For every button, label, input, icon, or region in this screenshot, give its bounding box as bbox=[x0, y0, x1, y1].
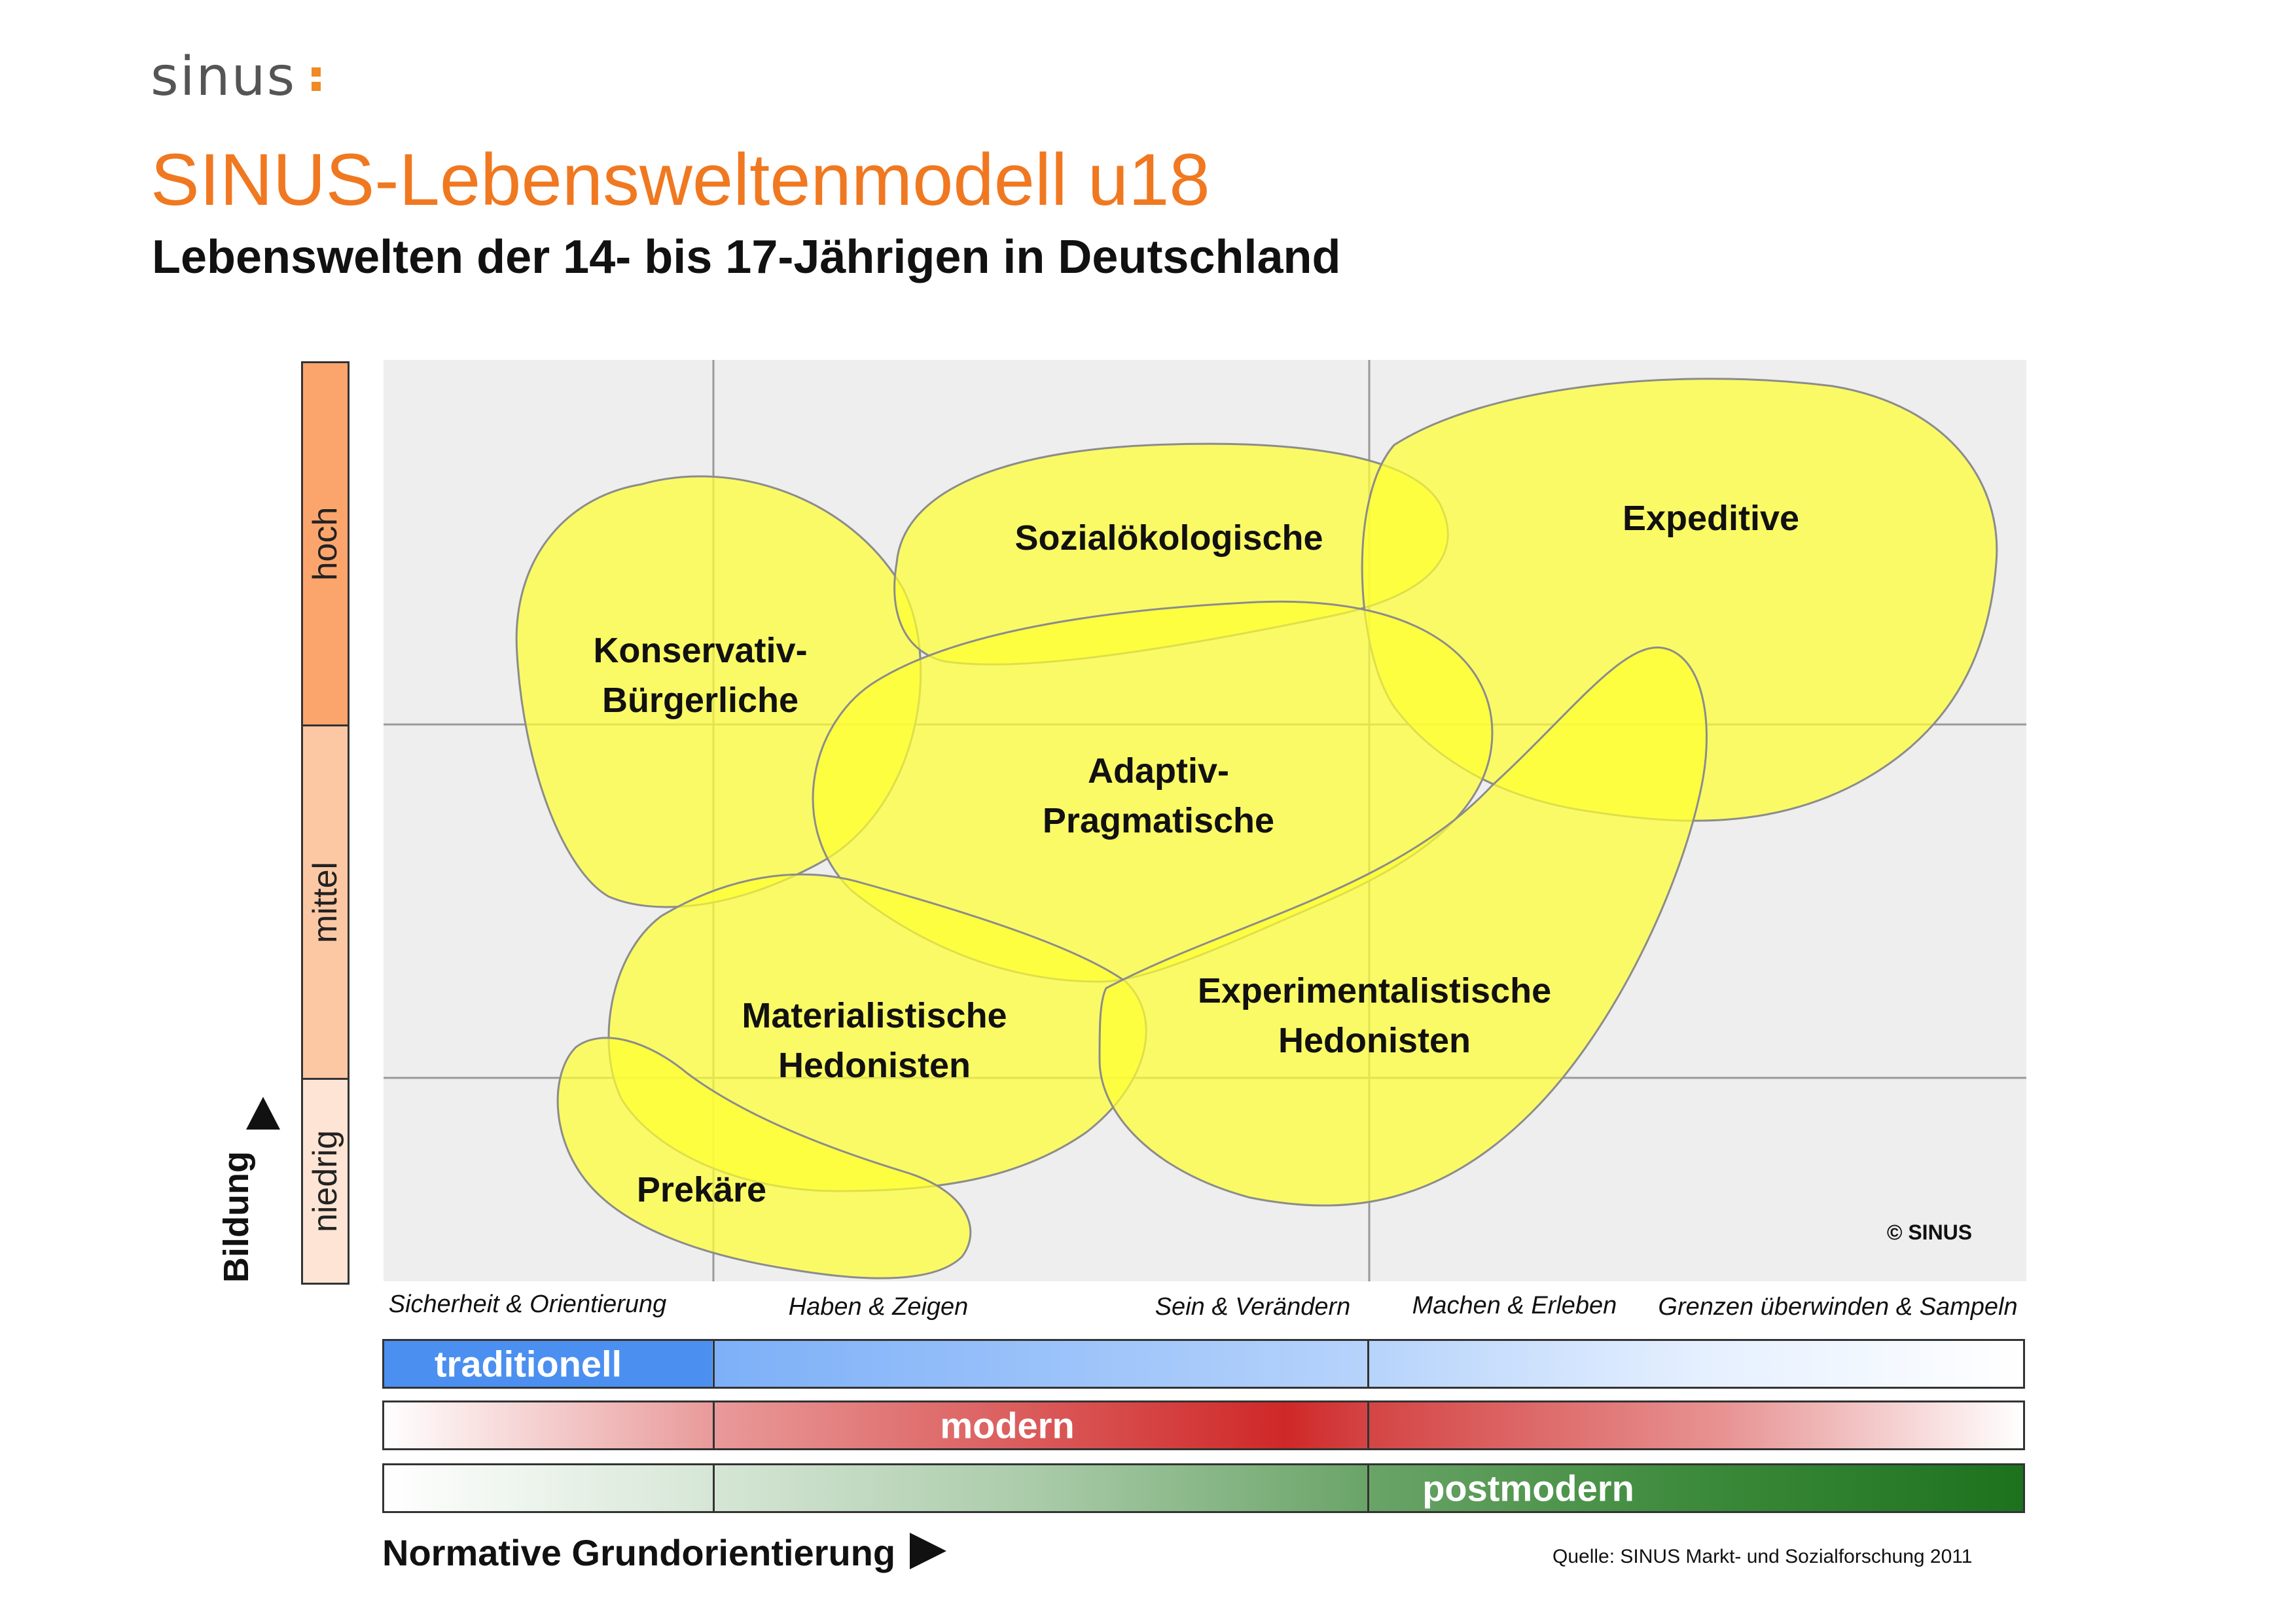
milieu-label-konservativ-1: Konservativ- bbox=[593, 631, 807, 670]
bar-traditionell: traditionell bbox=[382, 1339, 2025, 1389]
orientation-label: Haben & Zeigen bbox=[788, 1293, 969, 1321]
milieu-label-experimentalistische-1: Experimentalistische bbox=[1198, 971, 1551, 1010]
bar-label-postmodern: postmodern bbox=[1422, 1467, 1634, 1509]
bildung-arrow-icon bbox=[246, 1097, 280, 1130]
x-axis-arrow-icon bbox=[910, 1533, 946, 1569]
milieu-label-expeditive: Expeditive bbox=[1623, 499, 1799, 538]
milieu-label-sozialoekologische: Sozialökologische bbox=[1014, 518, 1323, 558]
sinus-logo: sinus bbox=[151, 46, 321, 108]
bar-postmodern: postmodern bbox=[382, 1463, 2025, 1513]
orientation-label: Sein & Verändern bbox=[1155, 1293, 1351, 1321]
bildung-level-mittel: mittel bbox=[301, 724, 350, 1080]
milieu-label-materialistische-1: Materialistische bbox=[742, 996, 1007, 1035]
milieu-label-adaptiv-2: Pragmatische bbox=[1043, 801, 1274, 840]
logo-text: sinus bbox=[151, 46, 296, 108]
bar-label-modern: modern bbox=[940, 1404, 1075, 1446]
milieu-label-experimentalistische-2: Hedonisten bbox=[1278, 1021, 1471, 1060]
source-note: Quelle: SINUS Markt- und Sozialforschung… bbox=[1552, 1546, 1973, 1567]
milieu-label-konservativ-2: Bürgerliche bbox=[602, 681, 798, 720]
milieu-label-adaptiv-1: Adaptiv- bbox=[1088, 751, 1229, 791]
orientation-label: Machen & Erleben bbox=[1412, 1292, 1617, 1319]
logo-dots-icon bbox=[312, 67, 321, 96]
bar-modern: modern bbox=[382, 1400, 2025, 1450]
orientation-label: Grenzen überwinden & Sampeln bbox=[1658, 1293, 2018, 1321]
bar-label-traditionell: traditionell bbox=[434, 1343, 622, 1385]
bildung-level-hoch: hoch bbox=[301, 361, 350, 726]
page-title: SINUS-Lebensweltenmodell u18 bbox=[151, 139, 1210, 221]
milieu-label-materialistische-2: Hedonisten bbox=[778, 1046, 971, 1085]
bildung-level-niedrig: niedrig bbox=[301, 1078, 350, 1285]
milieu-shape-experimentalistische bbox=[1098, 646, 1708, 1207]
milieu-shape-prekaere bbox=[556, 1037, 972, 1279]
page-subtitle: Lebenswelten der 14- bis 17-Jährigen in … bbox=[152, 231, 1341, 283]
milieu-label-prekaere: Prekäre bbox=[637, 1170, 766, 1209]
copyright-note: © SINUS bbox=[1887, 1221, 1972, 1244]
orientation-label: Sicherheit & Orientierung bbox=[388, 1291, 667, 1318]
x-axis-label: Normative Grundorientierung bbox=[382, 1532, 896, 1573]
